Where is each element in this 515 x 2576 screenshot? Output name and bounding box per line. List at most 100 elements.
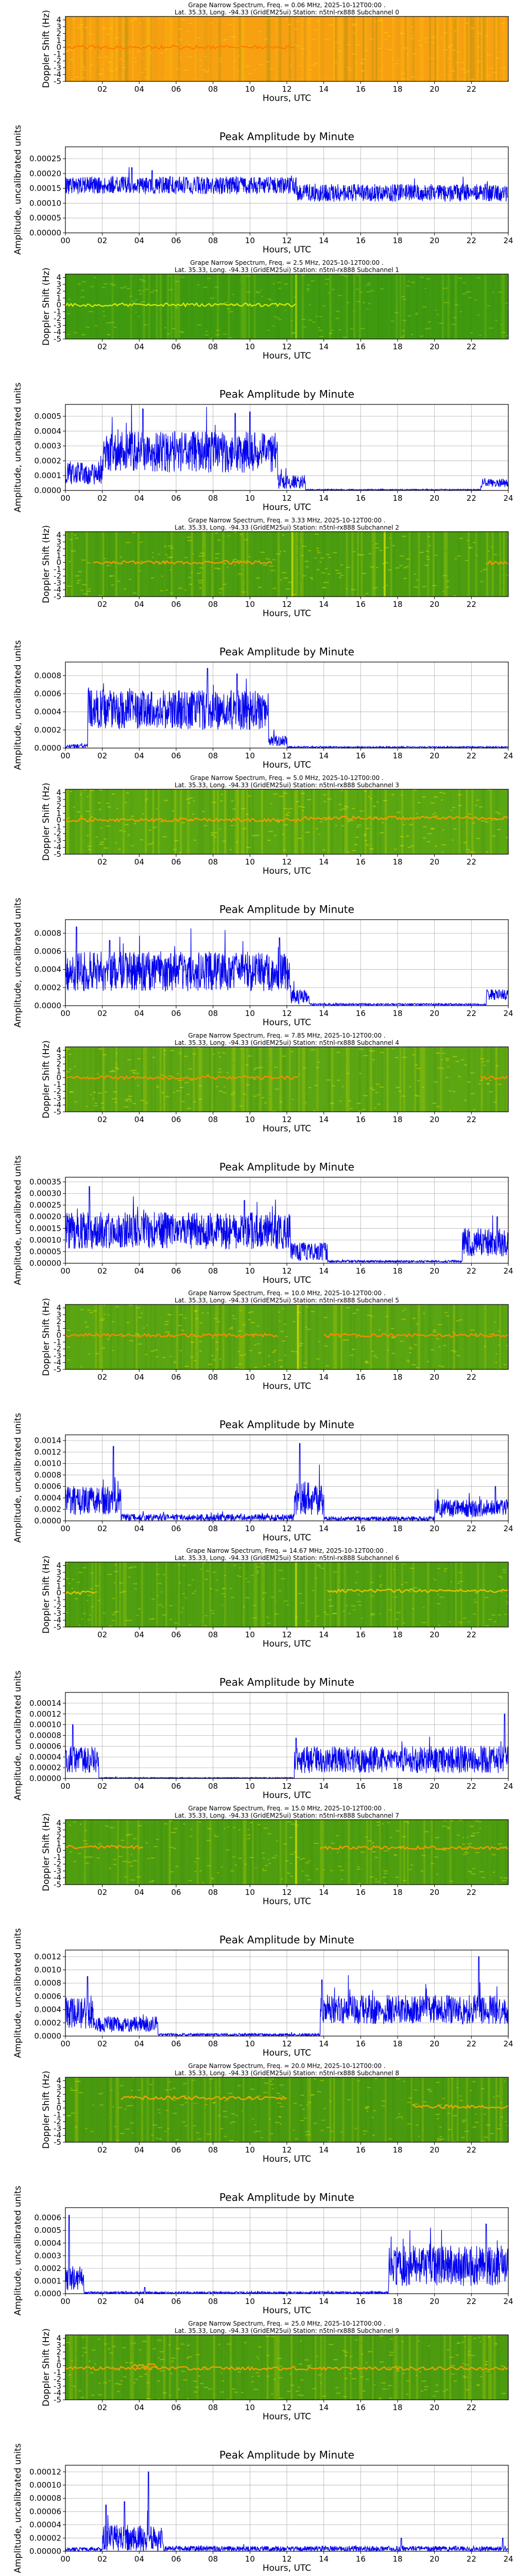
heatmap-speckle [67,541,71,543]
heatmap-speckle [164,798,167,800]
heatmap-speckle [473,1613,476,1615]
heatmap-speckle [178,1053,181,1054]
heatmap-speckle [282,23,285,24]
heatmap-speckle [138,1321,141,1323]
heatmap-streak [451,274,453,339]
heatmap-streak [82,1047,84,1112]
heatmap-speckle [94,325,97,327]
y-tick-label: 3 [56,795,61,804]
heatmap-streak [455,1562,457,1627]
heatmap-streak [285,1562,287,1627]
spectrum-subtitle: Lat. 35.33, Long. -94.33 (GridEM25ui) St… [175,9,399,16]
heatmap-speckle [245,829,248,831]
heatmap-speckle [367,22,369,24]
heatmap-speckle [169,1820,173,1822]
heatmap-speckle [366,291,370,293]
heatmap-streak [349,274,352,339]
heatmap-speckle [265,809,268,810]
heatmap-speckle [333,1571,337,1572]
heatmap-streak [83,16,86,81]
heatmap-speckle [498,41,501,43]
heatmap-speckle [159,1604,162,1605]
heatmap-speckle [138,1343,142,1345]
heatmap-speckle [496,557,501,558]
heatmap-speckle [322,587,327,588]
heatmap-streak [130,789,132,854]
heatmap-speckle [451,557,455,559]
heatmap-speckle [238,554,242,555]
heatmap-speckle [295,554,299,556]
x-axis-label: Hours, UTC [263,1533,311,1543]
heatmap-speckle [169,569,171,570]
heatmap-speckle [181,19,185,21]
heatmap-speckle [348,811,352,812]
heatmap-speckle [158,540,161,542]
heatmap-speckle [308,1860,311,1861]
heatmap-speckle [290,320,293,321]
heatmap-streak [196,16,198,81]
heatmap-speckle [433,1081,436,1082]
heatmap-streak [226,789,228,854]
heatmap-streak [248,274,250,339]
heatmap-streak [102,532,105,597]
y-tick-label: -2 [54,829,61,838]
heatmap-speckle [398,1342,400,1344]
heatmap-speckle [157,808,162,809]
x-tick-label: 22 [467,342,476,351]
heatmap-speckle [264,1080,269,1081]
y-tick-label: -4 [54,1100,61,1110]
y-tick-label: -5 [54,1107,61,1116]
heatmap-speckle [187,540,192,541]
heatmap-speckle [82,1066,86,1067]
heatmap-speckle [109,1827,114,1828]
y-tick-label: 0.00010 [29,1720,61,1730]
heatmap-speckle [98,802,101,804]
heatmap-speckle [388,835,393,836]
heatmap-speckle [110,1343,113,1344]
heatmap-speckle [84,1843,88,1845]
heatmap-speckle [414,573,417,575]
heatmap-speckle [245,1823,249,1824]
heatmap-speckle [469,548,471,549]
heatmap-speckle [130,1345,133,1347]
heatmap-speckle [459,326,464,327]
heatmap-speckle [387,48,389,50]
heatmap-speckle [399,58,402,59]
heatmap-speckle [369,1105,372,1106]
heatmap-speckle [501,23,505,24]
heatmap-speckle [274,1349,277,1351]
heatmap-speckle [358,1333,362,1334]
heatmap-speckle [125,300,130,301]
heatmap-streak [455,274,457,339]
heatmap-speckle [84,332,89,333]
heatmap-speckle [341,1110,345,1112]
doppler-ridge [301,815,508,821]
heatmap-speckle [383,1069,386,1071]
heatmap-speckle [263,1857,265,1859]
heatmap-speckle [164,1049,166,1051]
heatmap-speckle [212,1620,217,1622]
heatmap-streak [154,274,157,339]
heatmap-speckle [128,1834,132,1835]
heatmap-speckle [486,1060,490,1062]
heatmap-speckle [266,18,270,19]
heatmap-speckle [318,1341,320,1343]
heatmap-speckle [260,1579,265,1581]
heatmap-speckle [77,811,80,812]
heatmap-streak [194,16,197,81]
heatmap-speckle [266,1075,270,1077]
heatmap-speckle [79,794,81,795]
heatmap-streak [218,532,221,597]
heatmap-speckle [488,1619,492,1620]
heatmap-speckle [160,1074,164,1076]
y-tick-label: 1 [56,808,61,818]
heatmap-speckle [289,65,293,66]
heatmap-speckle [324,1337,328,1338]
heatmap-speckle [295,1351,298,1353]
heatmap-speckle [167,1100,170,1102]
heatmap-streak [168,16,171,81]
heatmap-speckle [432,52,436,54]
heatmap-speckle [68,298,71,300]
heatmap-speckle [301,1600,303,1601]
heatmap-streak [471,1304,474,1369]
